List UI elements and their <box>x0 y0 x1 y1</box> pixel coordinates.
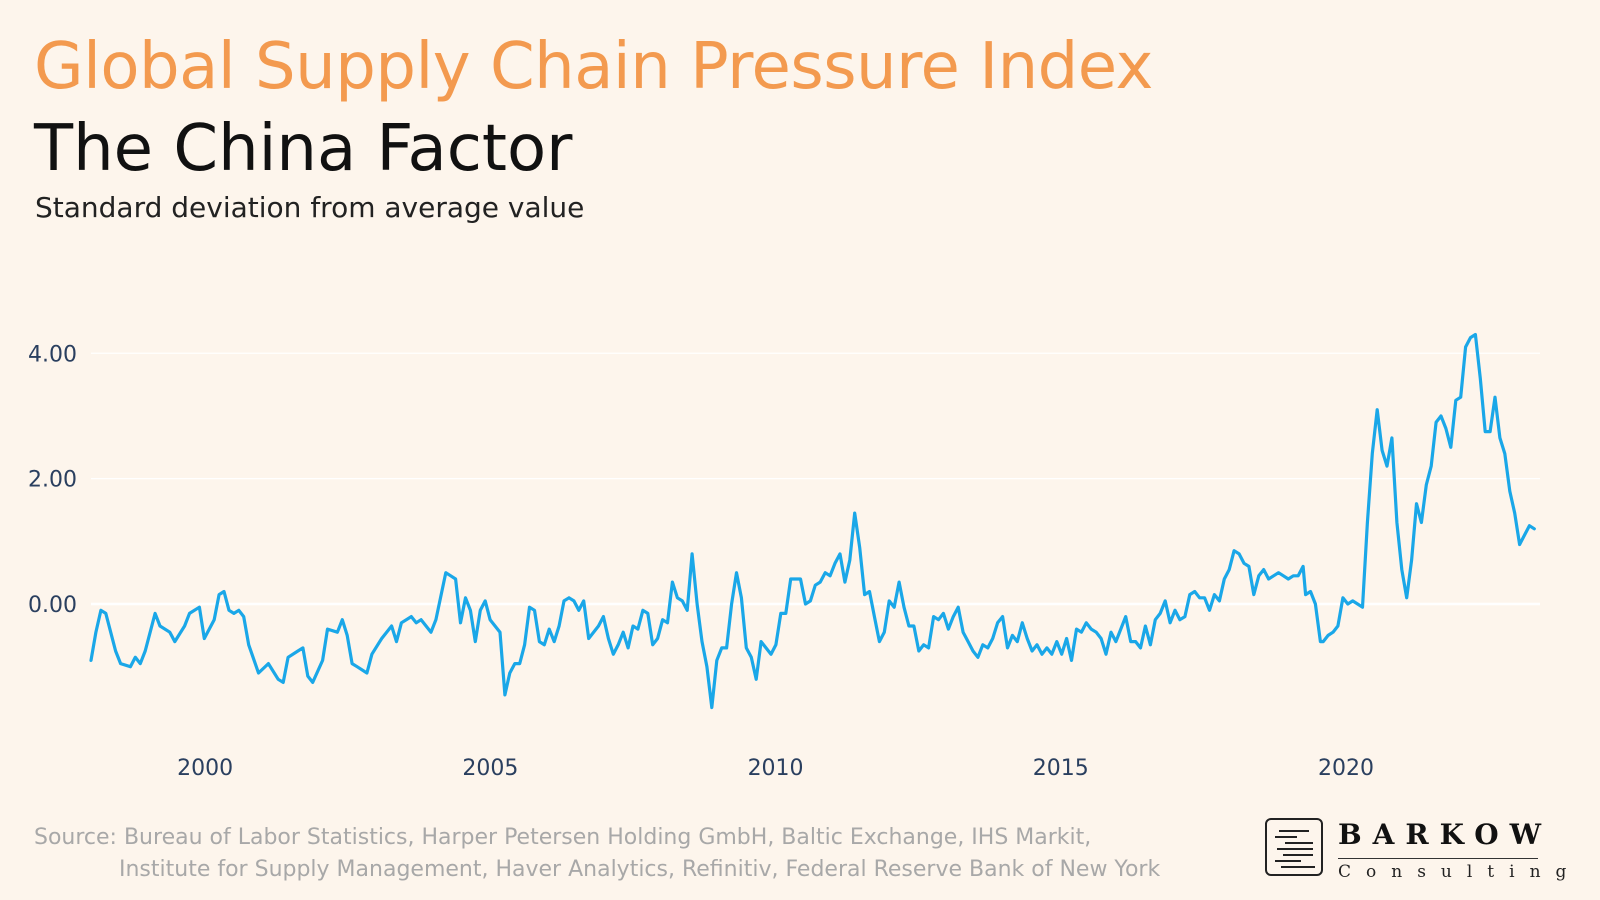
barkow-logo-icon <box>1265 818 1323 876</box>
chart-subtitle: The China Factor <box>34 112 573 186</box>
y-tick-label: 0.00 <box>28 593 77 618</box>
source-line-1: Source: Bureau of Labor Statistics, Harp… <box>34 825 1092 850</box>
y-axis-ticks: 0.00 2.00 4.00 <box>28 342 77 618</box>
x-tick-label: 2005 <box>462 756 518 781</box>
source-note: Source: Bureau of Labor Statistics, Harp… <box>34 822 1160 886</box>
logo-name: BARKOW <box>1338 818 1553 851</box>
gridlines <box>91 352 1540 606</box>
source-line-2: Institute for Supply Management, Haver A… <box>119 857 1161 882</box>
series-line-gscpi <box>89 332 1536 710</box>
x-tick-label: 2020 <box>1318 756 1374 781</box>
chart-title: Global Supply Chain Pressure Index <box>34 30 1153 104</box>
x-axis-ticks: 2000 2005 2010 2015 2020 <box>177 756 1374 781</box>
x-tick-label: 2000 <box>177 756 233 781</box>
y-tick-label: 4.00 <box>28 342 77 367</box>
x-tick-label: 2010 <box>748 756 804 781</box>
logo-divider <box>1338 858 1538 859</box>
barkow-logo: BARKOW Consulting <box>1265 818 1566 882</box>
logo-subtitle: Consulting <box>1338 862 1582 882</box>
x-tick-label: 2015 <box>1033 756 1089 781</box>
y-tick-label: 2.00 <box>28 468 77 493</box>
y-axis-unit-label: Standard deviation from average value <box>35 191 585 224</box>
